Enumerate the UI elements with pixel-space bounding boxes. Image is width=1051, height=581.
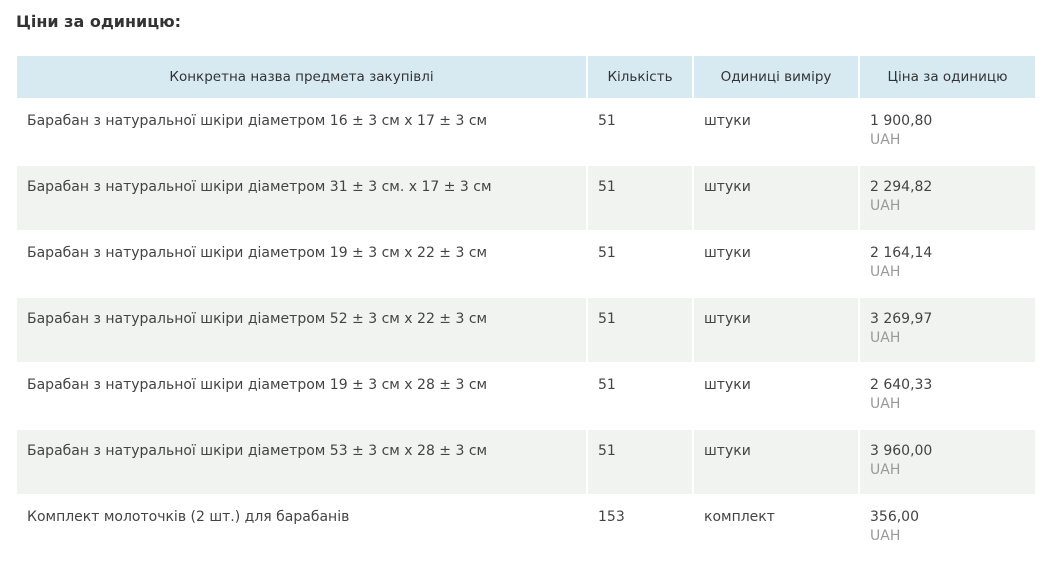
- price-value: 3 960,00: [870, 443, 933, 459]
- unit-price: 2 164,14 UAH: [860, 232, 1035, 296]
- item-name: Барабан з натуральної шкіри діаметром 16…: [27, 113, 488, 129]
- unit-price: 3 269,97 UAH: [860, 298, 1035, 362]
- table-row: Барабан з натуральної шкіри діаметром 52…: [17, 298, 1035, 362]
- table-row: Барабан з натуральної шкіри діаметром 53…: [17, 430, 1035, 494]
- unit: штуки: [694, 298, 858, 362]
- price-value: 3 269,97: [870, 311, 933, 327]
- currency: UAH: [870, 396, 901, 412]
- price-value: 2 640,33: [870, 377, 933, 393]
- currency: UAH: [870, 264, 901, 280]
- quantity: 51: [588, 430, 692, 494]
- unit: комплект: [704, 509, 775, 525]
- unit-price: 3 960,00 UAH: [860, 430, 1035, 494]
- unit-price: 1 900,80 UAH: [860, 100, 1035, 164]
- currency: UAH: [870, 330, 901, 346]
- header-item-name: Конкретна назва предмета закупівлі: [17, 56, 586, 98]
- header-unit: Одиниці виміру: [694, 56, 858, 98]
- quantity: 51: [588, 166, 692, 230]
- table-row: Комплект молоточків (2 шт.) для барабані…: [17, 496, 1035, 560]
- unit: штуки: [694, 166, 858, 230]
- item-name: Барабан з натуральної шкіри діаметром 19…: [27, 245, 488, 261]
- currency: UAH: [870, 462, 901, 478]
- quantity: 51: [598, 245, 616, 261]
- table-row: Барабан з натуральної шкіри діаметром 19…: [17, 232, 1035, 296]
- quantity: 51: [598, 377, 616, 393]
- item-name: Барабан з натуральної шкіри діаметром 19…: [27, 377, 488, 393]
- price-value: 1 900,80: [870, 113, 933, 129]
- table-row: Барабан з натуральної шкіри діаметром 19…: [17, 364, 1035, 428]
- quantity: 153: [598, 509, 625, 525]
- price-value: 2 164,14: [870, 245, 933, 261]
- price-value: 2 294,82: [870, 179, 933, 195]
- unit-price: 2 294,82 UAH: [860, 166, 1035, 230]
- unit: штуки: [694, 430, 858, 494]
- header-quantity: Кількість: [588, 56, 692, 98]
- table-row: Барабан з натуральної шкіри діаметром 31…: [17, 166, 1035, 230]
- quantity: 51: [588, 298, 692, 362]
- item-name: Барабан з натуральної шкіри діаметром 53…: [17, 430, 586, 494]
- currency: UAH: [870, 132, 901, 148]
- item-name: Барабан з натуральної шкіри діаметром 31…: [17, 166, 586, 230]
- table-row: Барабан з натуральної шкіри діаметром 16…: [17, 100, 1035, 164]
- unit-prices-table: Конкретна назва предмета закупівлі Кільк…: [15, 54, 1037, 562]
- unit: штуки: [704, 377, 751, 393]
- currency: UAH: [870, 198, 901, 214]
- unit-price: 356,00 UAH: [860, 496, 1035, 560]
- header-unit-price: Ціна за одиницю: [860, 56, 1035, 98]
- currency: UAH: [870, 528, 901, 544]
- quantity: 51: [598, 113, 616, 129]
- unit: штуки: [704, 245, 751, 261]
- unit: штуки: [704, 113, 751, 129]
- section-title: Ціни за одиницю:: [16, 12, 182, 31]
- unit-price: 2 640,33 UAH: [860, 364, 1035, 428]
- item-name: Барабан з натуральної шкіри діаметром 52…: [17, 298, 586, 362]
- price-value: 356,00: [870, 509, 919, 525]
- table-header: Конкретна назва предмета закупівлі Кільк…: [17, 56, 1035, 98]
- item-name: Комплект молоточків (2 шт.) для барабані…: [27, 509, 350, 525]
